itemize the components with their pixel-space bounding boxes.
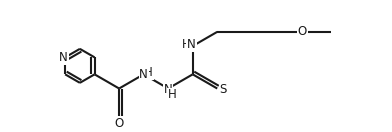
Text: O: O (298, 25, 307, 38)
Text: N: N (187, 38, 196, 51)
Text: O: O (114, 117, 124, 130)
Text: N: N (164, 83, 172, 96)
Text: N: N (139, 68, 148, 81)
Text: N: N (59, 51, 68, 64)
Text: H: H (144, 66, 153, 79)
Text: H: H (182, 38, 191, 51)
Text: S: S (219, 83, 227, 96)
Text: H: H (168, 88, 177, 101)
